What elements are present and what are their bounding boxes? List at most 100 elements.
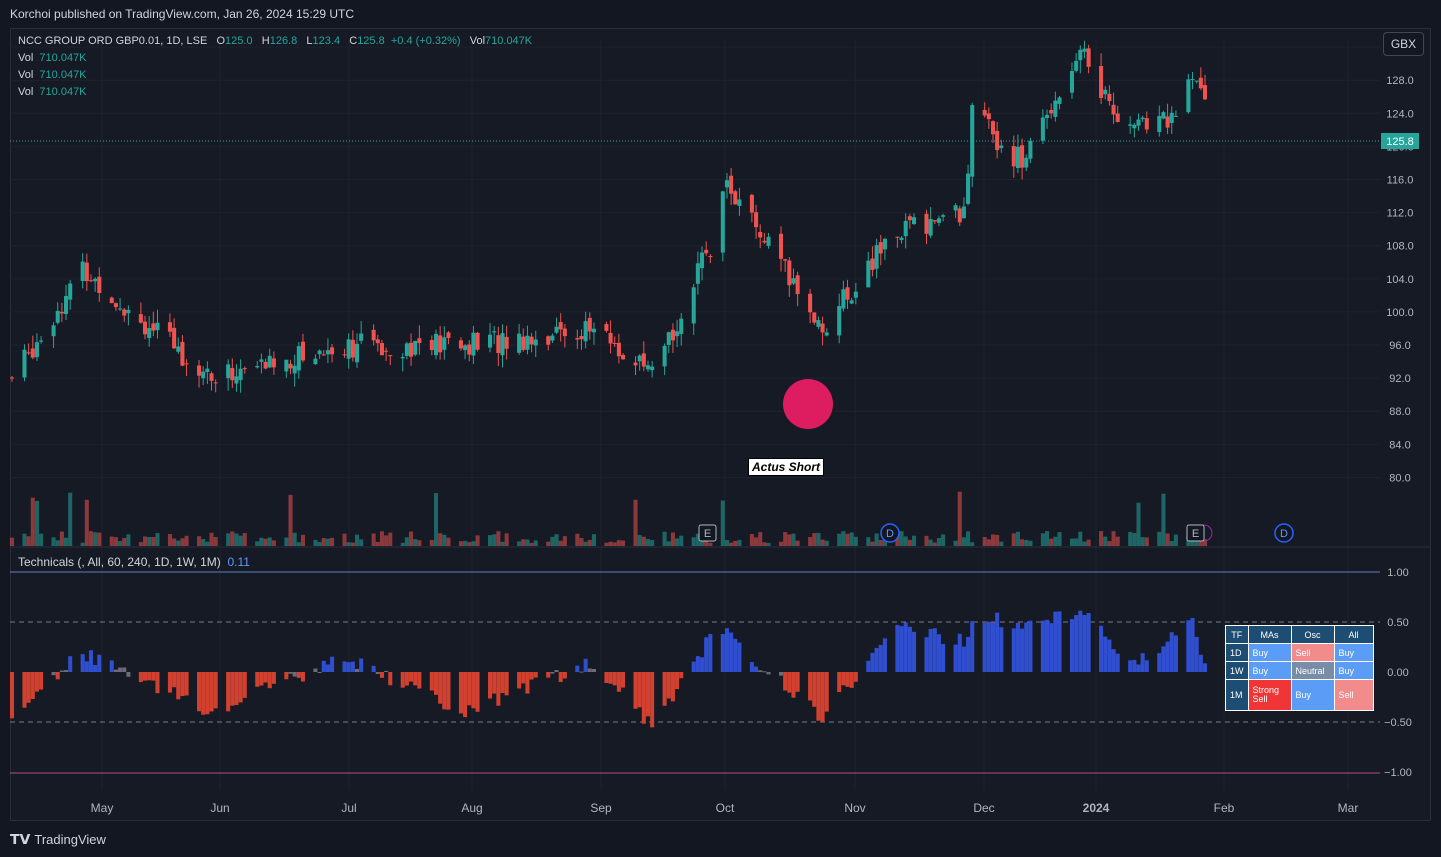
volume-bar [68, 492, 73, 546]
volume-bar [961, 537, 966, 546]
technicals-legend[interactable]: Technicals (, All, 60, 240, 1D, 1W, 1M) … [18, 555, 250, 569]
volume-bar [409, 531, 414, 546]
technicals-bar [122, 667, 127, 672]
technicals-bar [870, 652, 875, 672]
volume-bar [330, 537, 335, 546]
technicals-bar [554, 670, 559, 672]
candle-body [209, 373, 214, 381]
volume-legend-row[interactable]: Vol 710.047K [18, 86, 87, 98]
volume-legend-value: 710.047K [39, 52, 87, 64]
volume-bar [778, 541, 784, 546]
candle-body [708, 256, 713, 258]
candle-body [1144, 118, 1149, 130]
technicals-bar [816, 672, 821, 721]
volume-bar [675, 538, 680, 546]
technicals-bar [907, 626, 912, 672]
candle-body [263, 361, 268, 369]
technicals-bar [39, 672, 44, 690]
technicals-bar [138, 672, 143, 683]
volume-bar [1144, 537, 1149, 546]
volume-bar [679, 535, 684, 546]
tradingview-logo-icon: 𝗧𝗩 [10, 831, 31, 847]
candle-body [321, 354, 326, 356]
volume-bar [496, 531, 501, 546]
candle-body [749, 194, 754, 213]
volume-legend-row[interactable]: Vol 710.047K [18, 69, 87, 81]
candle-body [1040, 117, 1045, 141]
technicals-bar [238, 672, 243, 703]
tradingview-logo[interactable]: 𝗧𝗩 TradingView [10, 831, 106, 848]
volume-legend-row[interactable]: Vol 710.047K [18, 52, 87, 64]
volume-bar [878, 540, 883, 546]
technicals-bar [882, 638, 887, 672]
volume-bar [184, 535, 189, 546]
technicals-bar [662, 672, 667, 706]
volume-bar [263, 538, 268, 546]
earnings-marker-jan[interactable]: E [1186, 524, 1213, 542]
candle-body [783, 259, 788, 261]
candle-body [433, 333, 439, 356]
candle-body [1157, 116, 1162, 133]
candle-body [1194, 80, 1199, 82]
candle-body [197, 365, 202, 376]
volume-bar [845, 533, 850, 546]
volume-bar [645, 539, 651, 546]
candle-body [517, 333, 522, 353]
technicals-bar [234, 672, 239, 706]
technicals-bar [205, 672, 210, 715]
price-tick-label: 88.0 [1389, 406, 1410, 418]
candle-body [30, 348, 35, 358]
candle-body [733, 191, 738, 205]
volume-bar [990, 534, 996, 546]
technicals-bar [118, 667, 123, 672]
volume-bar [616, 540, 621, 546]
technicals-bar [941, 643, 946, 672]
earnings-marker-oct[interactable]: E [698, 524, 717, 542]
technicals-bar [197, 672, 202, 712]
technicals-bar [695, 656, 700, 672]
high-label: H [261, 35, 270, 47]
table-cell-mas: Buy [1247, 643, 1292, 662]
technicals-bar [93, 664, 98, 672]
candle-body [849, 300, 854, 304]
volume-bar [1078, 531, 1083, 546]
volume-bar [970, 542, 975, 546]
volume-bar [941, 534, 946, 546]
technicals-bar [142, 672, 148, 681]
candle-body [650, 366, 655, 371]
technicals-bar [1128, 660, 1133, 672]
technicals-bar [68, 656, 73, 672]
candle-body [1128, 124, 1133, 126]
candle-body [1165, 116, 1170, 128]
candle-body [936, 218, 941, 223]
candle-body [608, 332, 613, 344]
volume-bar [176, 540, 181, 546]
candle-body [621, 355, 626, 360]
candle-body [242, 368, 247, 370]
candle-body [670, 329, 675, 341]
candle-body [68, 283, 73, 300]
volume-bar [787, 534, 792, 546]
technicals-bar [650, 672, 655, 728]
volume-bar [88, 531, 94, 546]
volume-bar [1069, 538, 1075, 546]
dividend-marker-nov[interactable]: D [880, 523, 900, 543]
volume-bar [749, 534, 754, 546]
technicals-bar [783, 672, 788, 691]
candle-body [1161, 112, 1166, 119]
technicals-bar [1198, 654, 1203, 672]
candle-body [737, 199, 742, 206]
technicals-bar [26, 672, 31, 703]
symbol-legend[interactable]: NCC GROUP ORD GBP0.01, 1D, LSE O125.0 H1… [18, 35, 532, 47]
currency-button[interactable]: GBX [1383, 32, 1424, 56]
volume-bar [346, 542, 351, 546]
volume-bar [155, 533, 160, 546]
volume-bar [442, 534, 447, 546]
candle-body [762, 240, 767, 243]
volume-bar [342, 533, 347, 546]
candle-body [151, 323, 156, 331]
technicals-bar [1078, 610, 1083, 672]
chart-frame[interactable] [10, 28, 1431, 821]
dividend-marker-feb[interactable]: D [1274, 523, 1294, 543]
